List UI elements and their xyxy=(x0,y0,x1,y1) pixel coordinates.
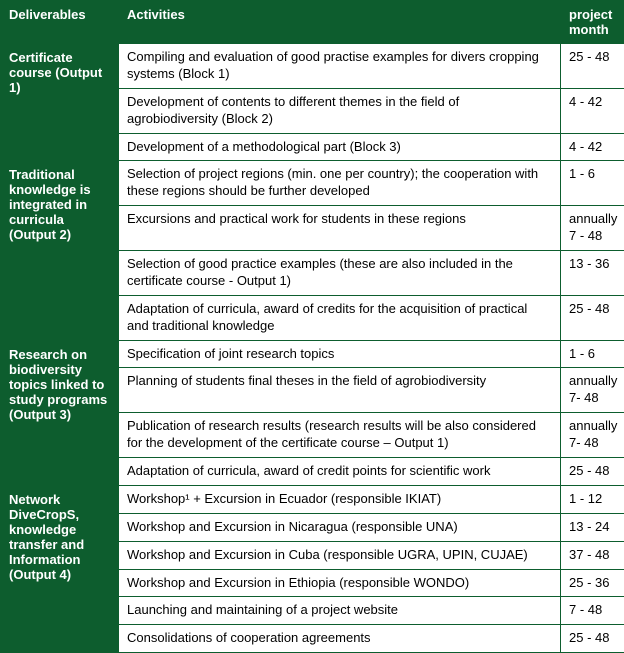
deliverable-cell: Research on biodiversity topics linked t… xyxy=(1,340,119,485)
pm-cell: 1 - 6 xyxy=(561,161,624,206)
activity-cell: Selection of project regions (min. one p… xyxy=(119,161,561,206)
header-project-month: project month xyxy=(561,1,624,44)
pm-cell: annually 7- 48 xyxy=(561,413,624,458)
pm-cell: 25 - 48 xyxy=(561,625,624,653)
activity-cell: Compiling and evaluation of good practis… xyxy=(119,44,561,89)
project-table: Deliverables Activities project month Ce… xyxy=(0,0,624,653)
activity-cell: Development of a methodological part (Bl… xyxy=(119,133,561,161)
pm-cell: 1 - 12 xyxy=(561,485,624,513)
pm-cell: annually 7- 48 xyxy=(561,368,624,413)
pm-cell: annually 7 - 48 xyxy=(561,206,624,251)
pm-cell: 4 - 42 xyxy=(561,133,624,161)
pm-cell: 37 - 48 xyxy=(561,541,624,569)
activity-cell: Workshop and Excursion in Ethiopia (resp… xyxy=(119,569,561,597)
table-body: Certificate course (Output 1) Compiling … xyxy=(1,44,624,653)
activity-cell: Workshop and Excursion in Nicaragua (res… xyxy=(119,513,561,541)
pm-cell: 25 - 36 xyxy=(561,569,624,597)
activity-cell: Selection of good practice examples (the… xyxy=(119,251,561,296)
pm-cell: 25 - 48 xyxy=(561,44,624,89)
table-row: Research on biodiversity topics linked t… xyxy=(1,340,624,368)
activity-cell: Workshop¹ + Excursion in Ecuador (respon… xyxy=(119,485,561,513)
activity-cell: Planning of students final theses in the… xyxy=(119,368,561,413)
table-row: Network DiveCropS, knowledge transfer an… xyxy=(1,485,624,513)
activity-cell: Consolidations of cooperation agreements xyxy=(119,625,561,653)
activity-cell: Adaptation of curricula, award of credit… xyxy=(119,458,561,486)
pm-cell: 7 - 48 xyxy=(561,597,624,625)
project-table-container: Deliverables Activities project month Ce… xyxy=(0,0,624,653)
activity-cell: Launching and maintaining of a project w… xyxy=(119,597,561,625)
deliverable-cell: Traditional knowledge is integrated in c… xyxy=(1,161,119,340)
deliverable-cell: Certificate course (Output 1) xyxy=(1,44,119,161)
activity-cell: Development of contents to different the… xyxy=(119,88,561,133)
table-row: Certificate course (Output 1) Compiling … xyxy=(1,44,624,89)
pm-cell: 13 - 24 xyxy=(561,513,624,541)
activity-cell: Adaptation of curricula, award of credit… xyxy=(119,295,561,340)
pm-cell: 25 - 48 xyxy=(561,458,624,486)
table-row: Traditional knowledge is integrated in c… xyxy=(1,161,624,206)
activity-cell: Excursions and practical work for studen… xyxy=(119,206,561,251)
activity-cell: Workshop and Excursion in Cuba (responsi… xyxy=(119,541,561,569)
deliverable-cell: Network DiveCropS, knowledge transfer an… xyxy=(1,485,119,652)
header-deliverables: Deliverables xyxy=(1,1,119,44)
activity-cell: Specification of joint research topics xyxy=(119,340,561,368)
header-activities: Activities xyxy=(119,1,561,44)
pm-cell: 25 - 48 xyxy=(561,295,624,340)
pm-cell: 13 - 36 xyxy=(561,251,624,296)
pm-cell: 1 - 6 xyxy=(561,340,624,368)
activity-cell: Publication of research results (researc… xyxy=(119,413,561,458)
pm-cell: 4 - 42 xyxy=(561,88,624,133)
header-row: Deliverables Activities project month xyxy=(1,1,624,44)
